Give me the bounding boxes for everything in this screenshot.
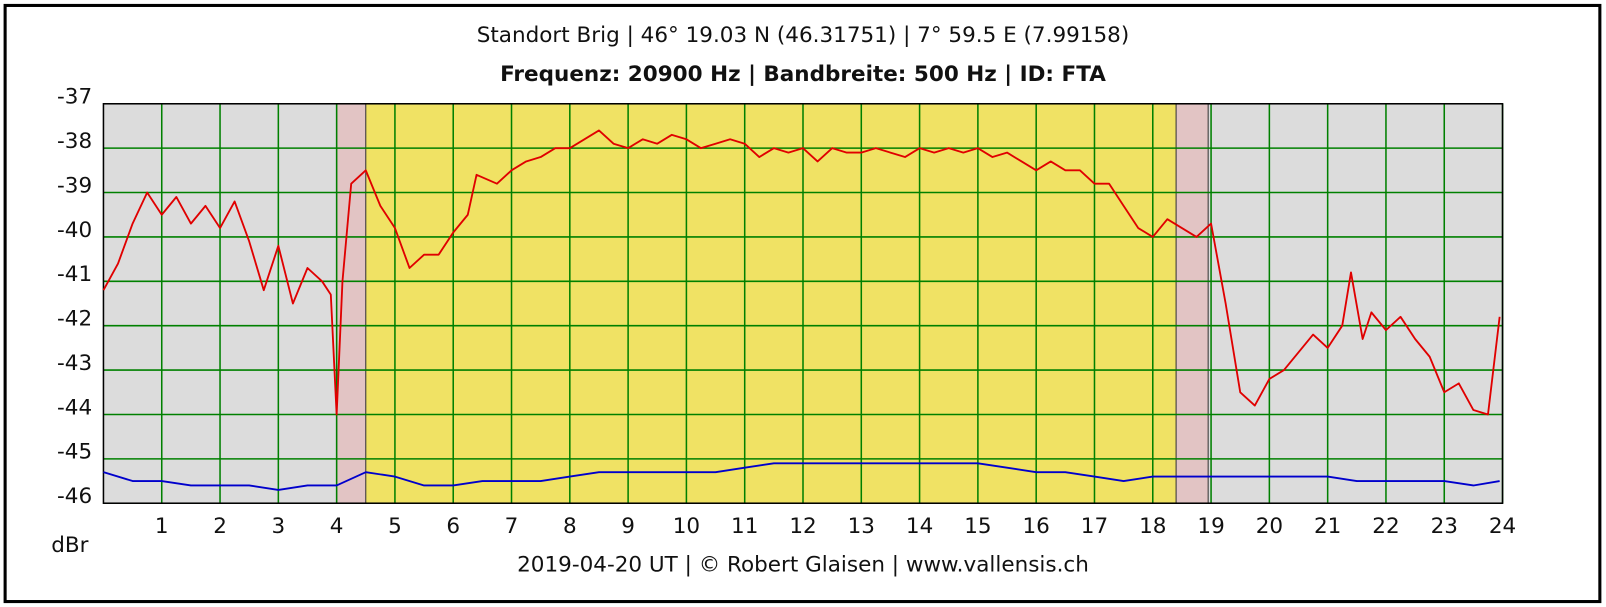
y-tick-label: -41 — [57, 262, 92, 287]
x-tick-label: 21 — [1314, 514, 1341, 539]
x-tick-label: 9 — [621, 514, 635, 539]
y-tick-label: -42 — [57, 307, 92, 332]
x-tick-label: 3 — [271, 514, 285, 539]
x-tick-label: 19 — [1197, 514, 1224, 539]
x-tick-label: 13 — [848, 514, 875, 539]
y-tick-label: -43 — [57, 351, 92, 376]
x-tick-label: 5 — [388, 514, 402, 539]
y-unit: dBr — [51, 533, 88, 558]
region — [1208, 103, 1503, 504]
series-line — [103, 462, 1500, 491]
x-tick-label: 1 — [155, 514, 169, 539]
x-tick-label: 16 — [1023, 514, 1050, 539]
x-tick-label: 11 — [731, 514, 758, 539]
x-tick-label: 8 — [563, 514, 577, 539]
y-tick-label: -44 — [57, 395, 92, 420]
x-tick-label: 6 — [446, 514, 460, 539]
x-tick-label: 17 — [1081, 514, 1108, 539]
chart-subtitle: Frequenz: 20900 Hz | Bandbreite: 500 Hz … — [500, 62, 1106, 87]
plot-border — [102, 103, 1504, 504]
y-tick-label: -45 — [57, 440, 92, 465]
y-tick-label: -39 — [57, 173, 92, 198]
y-tick-label: -40 — [57, 218, 92, 243]
y-tick-label: -38 — [57, 129, 92, 154]
plot: -37-38-39-40-41-42-43-44-45-461 2 3 4 5 6 7 8 9 1… — [57, 85, 1516, 539]
region — [1176, 103, 1209, 504]
x-tick-label: 15 — [964, 514, 991, 539]
x-tick-label: 4 — [330, 514, 344, 539]
region — [365, 103, 1177, 504]
series-line — [102, 129, 1501, 416]
x-tick-label: 23 — [1431, 514, 1458, 539]
x-tick-label: 22 — [1372, 514, 1399, 539]
x-tick-label: 14 — [906, 514, 933, 539]
x-tick-label: 7 — [505, 514, 519, 539]
y-tick-label: -46 — [57, 484, 92, 509]
x-tick-label: 24 — [1489, 514, 1516, 539]
x-tick-label: 10 — [673, 514, 700, 539]
footer: 2019-04-20 UT | © Robert Glaisen | www.v… — [517, 553, 1089, 578]
x-tick-label: 2 — [213, 514, 227, 539]
chart-title: Standort Brig | 46° 19.03 N (46.31751) |… — [477, 23, 1130, 48]
x-tick-label: 12 — [789, 514, 816, 539]
x-tick-label: 18 — [1139, 514, 1166, 539]
x-tick-label: 20 — [1256, 514, 1283, 539]
y-tick-label: -37 — [57, 85, 92, 110]
